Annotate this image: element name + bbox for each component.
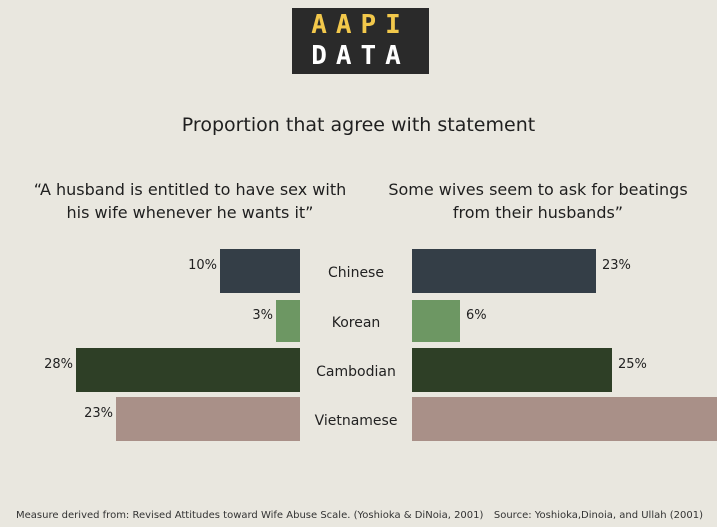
category-label-vietnamese: Vietnamese: [315, 413, 398, 429]
right-bar-cambodian: [412, 348, 612, 392]
left-bar-chinese: [220, 249, 300, 293]
footer-source: Source: Yoshioka,Dinoia, and Ullah (2001…: [493, 510, 703, 521]
right-value-label-korean: 6%: [466, 308, 487, 323]
category-label-cambodian: Cambodian: [316, 364, 396, 380]
left-bar-vietnamese: [116, 397, 300, 441]
right-value-label-cambodian: 25%: [618, 357, 647, 372]
aapi-data-logo: AAPI DATA: [292, 8, 429, 74]
right-panel-title: Some wives seem to ask for beatings from…: [388, 180, 688, 222]
category-label-chinese: Chinese: [328, 265, 384, 281]
right-bar-chinese: [412, 249, 596, 293]
logo-line-2: DATA: [311, 41, 410, 71]
footer-measure-note: Measure derived from: Revised Attitudes …: [16, 510, 484, 521]
left-bar-cambodian: [76, 348, 300, 392]
left-value-label-vietnamese: 23%: [84, 406, 113, 421]
right-value-label-chinese: 23%: [602, 258, 631, 273]
left-value-label-cambodian: 28%: [44, 357, 73, 372]
left-panel-title: “A husband is entitled to have sex with …: [33, 180, 347, 222]
chart-title: Proportion that agree with statement: [181, 114, 536, 136]
left-value-label-korean: 3%: [252, 308, 273, 323]
right-bar-korean: [412, 300, 460, 342]
right-bar-vietnamese: [412, 397, 717, 441]
left-bar-korean: [276, 300, 300, 342]
left-value-label-chinese: 10%: [188, 258, 217, 273]
category-label-korean: Korean: [332, 315, 381, 331]
logo-line-1: AAPI: [311, 10, 410, 40]
